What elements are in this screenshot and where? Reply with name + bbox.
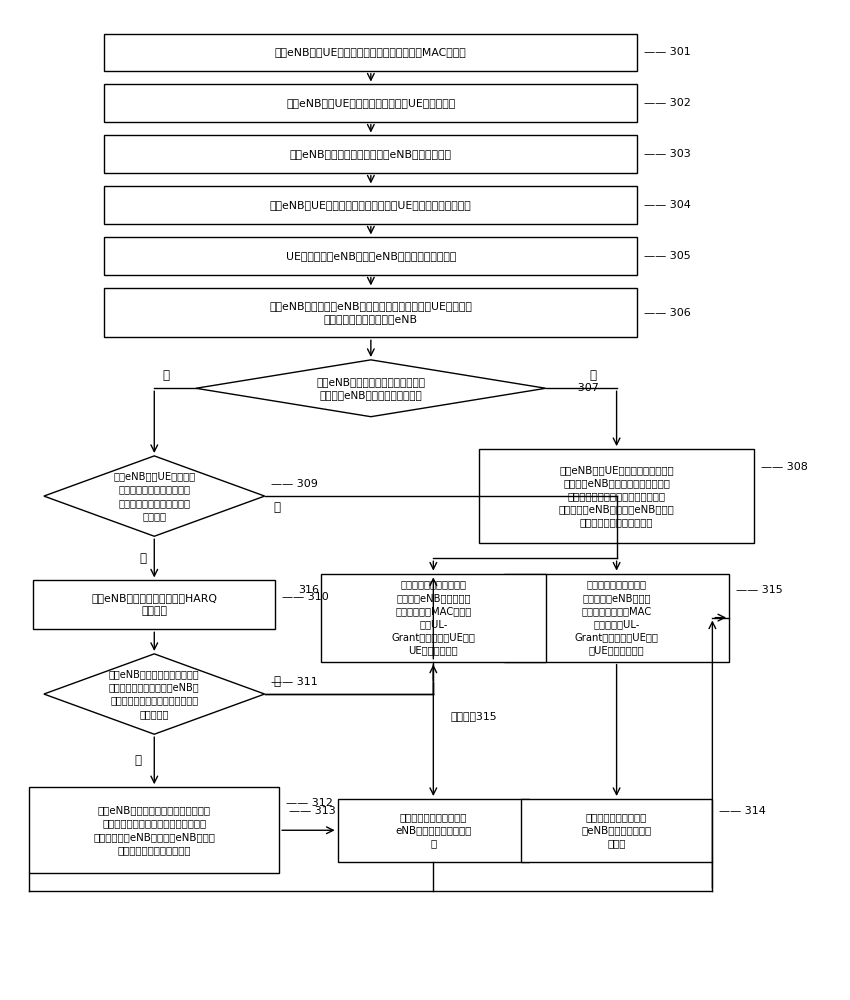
Text: —— 311: —— 311 xyxy=(271,677,318,687)
Text: 第一eNB对从UE接收到的
第二上行数据进行单独解调
译码，并确定解调译码结果
是否正确: 第一eNB对从UE接收到的 第二上行数据进行单独解调 译码，并确定解调译码结果 … xyxy=(113,471,196,521)
Text: 当确定解调译码结果正确
时，第一eNB上报解调译
码结果正确至MAC层，并
发送UL-
Grant指示信息至UE指示
UE进行数据新传: 当确定解调译码结果正确 时，第一eNB上报解调译 码结果正确至MAC层，并 发送… xyxy=(391,580,475,656)
FancyBboxPatch shape xyxy=(479,449,754,543)
Polygon shape xyxy=(44,654,264,734)
Text: 若解调译码正确，则第一
eNB确定解调译码结果正
确: 若解调译码正确，则第一 eNB确定解调译码结果正 确 xyxy=(395,812,472,848)
Text: 第一eNB确定在第一时刻与第二
时刻之间是否接收到第二eNB转
发的第一上行数据，该第二时刻晚
于第一时刻: 第一eNB确定在第一时刻与第二 时刻之间是否接收到第二eNB转 发的第一上行数据… xyxy=(109,669,200,719)
Text: —— 301: —— 301 xyxy=(644,47,691,57)
FancyBboxPatch shape xyxy=(105,135,638,173)
Text: 执行步骤315: 执行步骤315 xyxy=(450,711,496,721)
Text: —— 307: —— 307 xyxy=(552,383,599,393)
Text: —— 314: —— 314 xyxy=(719,806,766,816)
Text: UE同时向第一eNB及第二eNB发送相同的上行数据: UE同时向第一eNB及第二eNB发送相同的上行数据 xyxy=(286,251,456,261)
Text: 是: 是 xyxy=(273,501,280,514)
Text: 是: 是 xyxy=(135,754,142,767)
Text: 第二eNB在解析第一eNB发送的管理信息后，将从UE接收到的
第一上行数据转发给第一eNB: 第二eNB在解析第一eNB发送的管理信息后，将从UE接收到的 第一上行数据转发给… xyxy=(269,301,473,324)
FancyBboxPatch shape xyxy=(105,34,638,71)
Text: 316: 316 xyxy=(298,585,320,595)
FancyBboxPatch shape xyxy=(105,237,638,275)
Text: 第一eNB根据UE的业务需求进行介质访问控制MAC层调度: 第一eNB根据UE的业务需求进行介质访问控制MAC层调度 xyxy=(275,47,467,57)
Text: —— 312: —— 312 xyxy=(286,798,332,808)
Text: —— 304: —— 304 xyxy=(644,200,691,210)
FancyBboxPatch shape xyxy=(33,580,275,629)
Text: 否: 否 xyxy=(273,675,280,688)
Text: 第一eNB对第二上行数据和第一上行数
据进行联合解调译码，并确定解调译码
结果，或第一eNB根据第二eNB转发的
第一数据确定解调译码结果: 第一eNB对第二上行数据和第一上行数 据进行联合解调译码，并确定解调译码 结果，… xyxy=(94,805,215,855)
Text: 第一eNB将混合自动重传请求HARQ
进程挂起: 第一eNB将混合自动重传请求HARQ 进程挂起 xyxy=(91,593,218,616)
Text: 第一eNB根据UE发送的测量报告确定UE的协作小区: 第一eNB根据UE发送的测量报告确定UE的协作小区 xyxy=(286,98,456,108)
Polygon shape xyxy=(196,360,546,417)
Text: 当确定解调译码结果错
误时，第一eNB上报解
调译码结果错误至MAC
层，并发送UL-
Grant指示信息至UE，指
示UE进行数据重传: 当确定解调译码结果错 误时，第一eNB上报解 调译码结果错误至MAC 层，并发送… xyxy=(575,580,659,656)
FancyBboxPatch shape xyxy=(521,799,712,862)
Text: 第一eNB向协作小区归属的第二eNB发送管理信息: 第一eNB向协作小区归属的第二eNB发送管理信息 xyxy=(290,149,452,159)
Polygon shape xyxy=(44,456,264,536)
Text: 否: 否 xyxy=(162,369,170,382)
Text: —— 309: —— 309 xyxy=(271,479,318,489)
Text: —— 315: —— 315 xyxy=(736,585,783,595)
Text: 若解调译码错误，则第
一eNB确定解调译码结
果错误: 若解调译码错误，则第 一eNB确定解调译码结 果错误 xyxy=(581,812,652,848)
Text: —— 303: —— 303 xyxy=(644,149,691,159)
Text: 第一eNB向UE发送控制信息，用以指示UE重传数据或新传数据: 第一eNB向UE发送控制信息，用以指示UE重传数据或新传数据 xyxy=(270,200,472,210)
FancyBboxPatch shape xyxy=(105,186,638,224)
FancyBboxPatch shape xyxy=(337,799,529,862)
Text: —— 306: —— 306 xyxy=(644,308,691,318)
FancyBboxPatch shape xyxy=(105,84,638,122)
Text: —— 313: —— 313 xyxy=(289,806,336,816)
Text: 第一eNB对从UE接收到的第二上行数
据和第二eNB转发的第一上行数据进
行联合解调译码，并确定解调译码结
果，或第一eNB根据第二eNB转发的
第一数据确定解: 第一eNB对从UE接收到的第二上行数 据和第二eNB转发的第一上行数据进 行联合… xyxy=(558,465,674,527)
FancyBboxPatch shape xyxy=(29,787,279,873)
Text: 否: 否 xyxy=(139,552,146,565)
Text: —— 308: —— 308 xyxy=(761,462,808,472)
Text: 第一eNB确定在第一时刻之前是否接
收到第二eNB转发的第一上行数据: 第一eNB确定在第一时刻之前是否接 收到第二eNB转发的第一上行数据 xyxy=(316,377,425,400)
Text: 是: 是 xyxy=(590,369,597,382)
Text: —— 305: —— 305 xyxy=(644,251,691,261)
Text: —— 302: —— 302 xyxy=(644,98,691,108)
Text: —— 310: —— 310 xyxy=(281,592,328,602)
FancyBboxPatch shape xyxy=(320,573,546,662)
FancyBboxPatch shape xyxy=(105,288,638,337)
FancyBboxPatch shape xyxy=(504,573,729,662)
